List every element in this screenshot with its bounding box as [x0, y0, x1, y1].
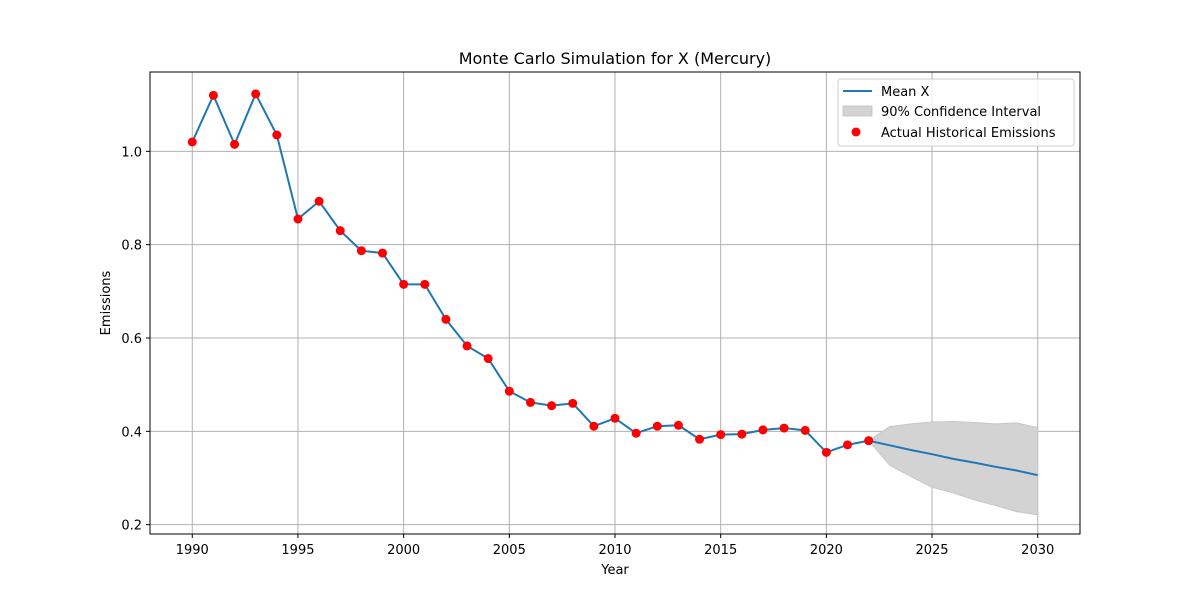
x-tick-label: 1995: [281, 543, 314, 558]
y-axis-ticks: 0.2 0.4 0.6 0.8 1.0: [121, 145, 150, 534]
actual-point: [293, 214, 303, 224]
x-tick-label: 2000: [387, 543, 420, 558]
x-tick-label: 2010: [598, 543, 631, 558]
y-tick-label: 1.0: [121, 145, 142, 160]
actual-point: [441, 314, 451, 324]
legend-ci-swatch: [842, 105, 873, 117]
actual-point: [652, 421, 662, 431]
actual-point: [589, 421, 599, 431]
actual-point: [737, 429, 747, 439]
actual-point: [356, 246, 366, 256]
actual-point: [800, 425, 810, 435]
actual-point: [843, 440, 852, 450]
actual-point: [758, 425, 768, 435]
legend-mean-label: Mean X: [881, 85, 930, 100]
actual-point: [525, 397, 535, 407]
actual-point: [504, 386, 514, 396]
actual-point: [716, 430, 726, 440]
actual-point: [821, 447, 831, 457]
x-axis-title: Year: [600, 563, 629, 578]
actual-point: [314, 196, 324, 206]
legend-box: [837, 78, 1075, 147]
actual-point: [462, 341, 472, 351]
actual-point: [864, 436, 874, 446]
x-tick-label: 1990: [176, 543, 209, 558]
actual-point: [187, 137, 197, 147]
x-tick-label: 2020: [810, 543, 843, 558]
actual-point: [208, 90, 218, 100]
x-axis-ticks: 1990 1995 2000 2005 2010 2015 2020 2025 2030: [176, 534, 1054, 558]
actual-point: [547, 401, 557, 411]
actual-point: [399, 279, 409, 289]
chart-title: Monte Carlo Simulation for X (Mercury): [459, 49, 772, 68]
plot-area: 1990 1995 2000 2005 2010 2015 2020 2025 2030 0.2…: [121, 71, 1081, 558]
actual-point: [610, 413, 620, 423]
actual-point: [568, 398, 578, 408]
y-tick-label: 0.6: [121, 332, 142, 347]
x-tick-label: 2030: [1021, 543, 1054, 558]
legend-actual-swatch: [851, 127, 861, 137]
y-tick-label: 0.8: [121, 239, 142, 254]
actual-point: [673, 420, 683, 430]
actual-point: [378, 248, 387, 258]
actual-point: [420, 279, 430, 289]
x-tick-label: 2025: [915, 543, 948, 558]
y-axis-title: Emissions: [99, 270, 114, 335]
legend: Mean X 90% Confidence Interval Actual Hi…: [837, 78, 1075, 147]
actual-point: [230, 139, 240, 149]
actual-point: [335, 226, 345, 236]
actual-points-layer: [187, 89, 874, 457]
x-tick-label: 2015: [704, 543, 737, 558]
actual-point: [631, 428, 641, 438]
legend-actual-label: Actual Historical Emissions: [881, 126, 1056, 141]
x-tick-label: 2005: [493, 543, 526, 558]
actual-point: [779, 423, 789, 433]
confidence-band-layer: [867, 421, 1039, 516]
confidence-band: [867, 421, 1039, 516]
actual-point: [272, 130, 282, 140]
actual-point: [483, 354, 493, 364]
legend-ci-label: 90% Confidence Interval: [881, 105, 1041, 120]
actual-point: [695, 434, 705, 444]
actual-point: [251, 89, 261, 99]
y-tick-label: 0.2: [121, 519, 142, 534]
y-tick-label: 0.4: [121, 425, 142, 440]
